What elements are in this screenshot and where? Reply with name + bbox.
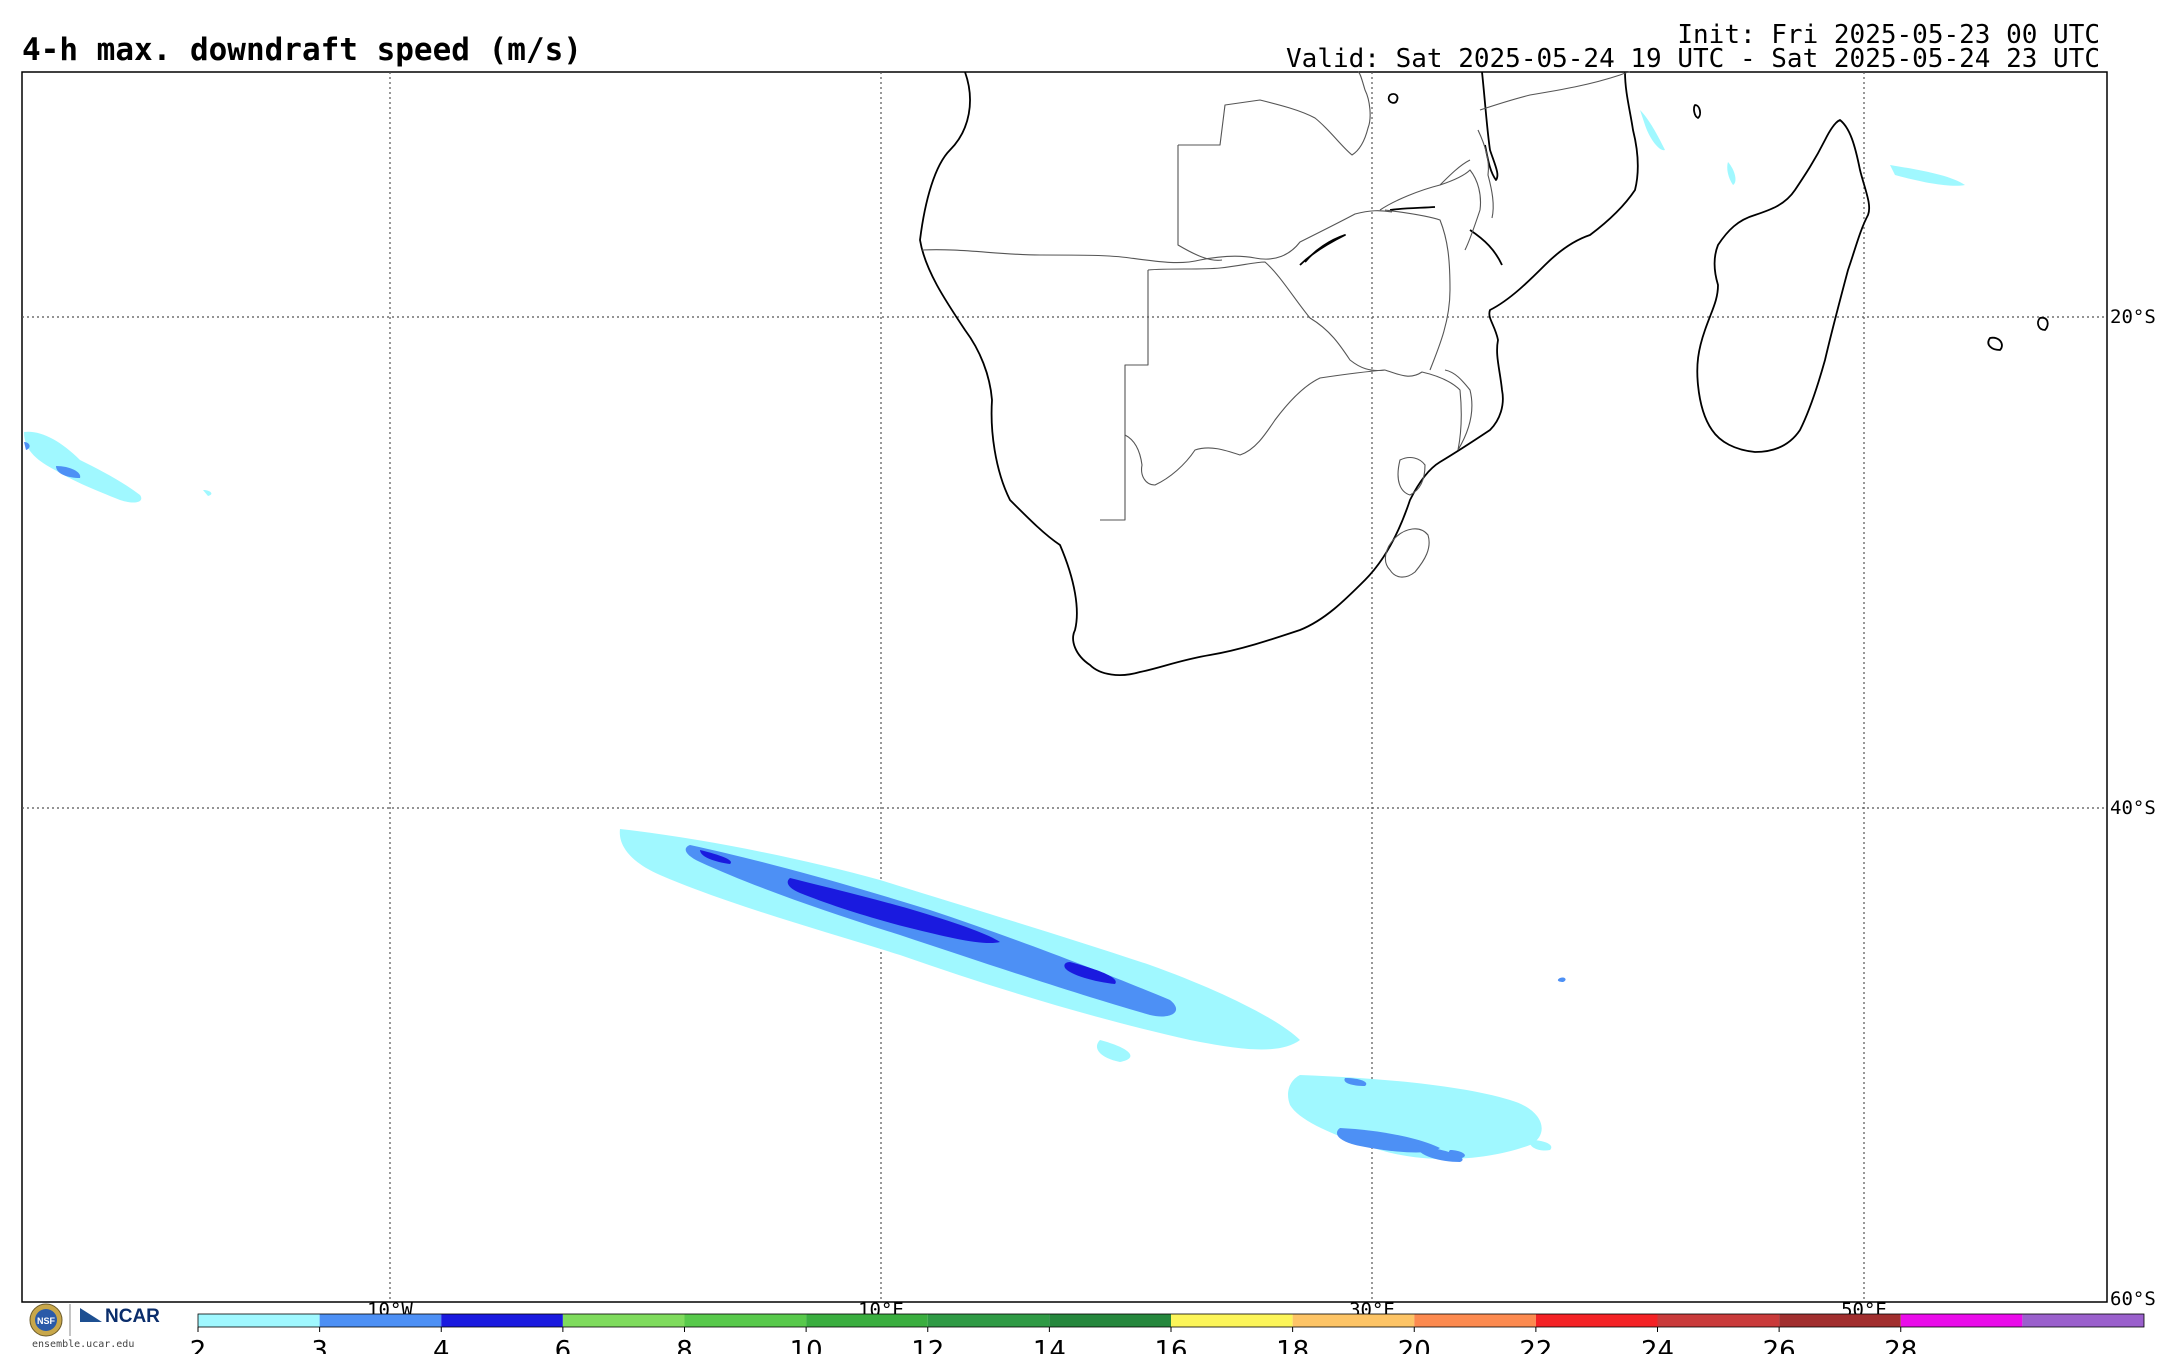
nsf-seal-text: NSF — [37, 1316, 56, 1326]
colorbar-tick-label: 16 — [1154, 1336, 1187, 1354]
border-angola-zambia — [1177, 145, 1223, 261]
colorbar-segment — [441, 1314, 563, 1327]
colorbar-segment — [1657, 1314, 1780, 1327]
colorbar-segment — [2022, 1314, 2145, 1327]
lake-cahora — [1389, 206, 1436, 211]
zambezi-mouth — [1469, 229, 1503, 266]
colorbar-segment — [319, 1314, 442, 1327]
ncar-mark-icon — [80, 1308, 102, 1322]
colorbar-tick-label: 8 — [676, 1336, 693, 1354]
colorbar-tick-label: 18 — [1276, 1336, 1309, 1354]
colorbar-segment — [198, 1314, 320, 1327]
colorbar-tick-label: 28 — [1884, 1336, 1917, 1354]
africa-coastline — [919, 71, 1639, 676]
shade-ne-fleck-c — [1890, 165, 1965, 186]
lat-label-40s: 40°S — [2110, 797, 2156, 819]
plot-frame — [21, 71, 2108, 1303]
border-south-africa-north — [1124, 369, 1386, 486]
lat-label-60s: 60°S — [2110, 1288, 2156, 1310]
border-namibia-botswana — [1100, 270, 1149, 521]
colorbar-segment — [1414, 1314, 1536, 1327]
colorbar-segment — [1171, 1314, 1293, 1327]
nsf-ncar-logo: NSF — [29, 1303, 102, 1337]
lesotho-border — [1384, 528, 1430, 578]
border-malawi-south — [1439, 159, 1471, 186]
country-borders — [921, 71, 1631, 578]
reunion-island — [2037, 316, 2049, 331]
shade-level-3-fleck — [1448, 1150, 1465, 1158]
colorbar-tick-label: 4 — [433, 1336, 450, 1354]
colorbar-segment — [1292, 1314, 1415, 1327]
valid-time: Valid: Sat 2025-05-24 19 UTC - Sat 2025-… — [1286, 44, 2100, 74]
shade-west-fleck — [203, 490, 212, 496]
colorbar-tick-label: 26 — [1763, 1336, 1796, 1354]
colorbar: 2 3 4 6 8 10 12 14 16 18 20 22 24 26 28 — [190, 1313, 2145, 1354]
lat-label-20s: 20°S — [2110, 306, 2156, 328]
shade-west-level-3-b — [24, 442, 30, 450]
colorbar-segment — [806, 1314, 928, 1327]
lake-fleck — [1387, 93, 1399, 104]
colorbar-tick-label: 22 — [1519, 1336, 1552, 1354]
shade-level-2-fleck-b — [1096, 1040, 1131, 1062]
ncar-wordmark: NCAR — [105, 1306, 160, 1327]
map-title: 4-h max. downdraft speed (m/s) — [22, 32, 582, 68]
colorbar-tick-label: 24 — [1641, 1336, 1674, 1354]
colorbar-segment — [684, 1314, 807, 1327]
shade-level-4-core-c — [700, 850, 731, 864]
shade-level-3-tail-c — [1344, 1078, 1367, 1086]
colorbar-tick-label: 2 — [190, 1336, 207, 1354]
init-time: Init: Fri 2025-05-23 00 UTC — [1677, 20, 2100, 50]
lake-malawi-outline — [1481, 71, 1499, 181]
colorbar-segment — [1049, 1314, 1172, 1327]
border-mozambique-sa — [1444, 369, 1473, 451]
mauritius-island — [1987, 336, 2003, 351]
colorbar-segment — [1900, 1314, 2023, 1327]
colorbar-segment — [1535, 1314, 1658, 1327]
eswatini-border — [1397, 456, 1426, 496]
logo-url: ensemble.ucar.edu — [32, 1339, 135, 1350]
border-botswana-north — [1147, 261, 1386, 372]
madagascar-coastline — [1696, 119, 1871, 453]
lake-kariba — [1299, 234, 1346, 266]
shade-level-2-fleck — [1529, 1140, 1552, 1151]
shade-level-3-tail-a — [1336, 1128, 1440, 1153]
border-angola-namibia — [921, 249, 1256, 264]
shade-level-4-core-b — [1064, 962, 1116, 984]
shade-west-level-2 — [24, 431, 142, 503]
shade-level-3-tail-b — [1415, 1145, 1463, 1162]
colorbar-tick-label: 3 — [311, 1336, 328, 1354]
comoros-island — [1693, 104, 1702, 119]
colorbar-segment — [1779, 1314, 1901, 1327]
colorbar-tick-label: 10 — [790, 1336, 823, 1354]
border-malawi-east — [1477, 129, 1494, 219]
shade-level-4-core — [787, 878, 1000, 944]
downdraft-shading — [24, 110, 1965, 1162]
colorbar-tick-label: 6 — [555, 1336, 572, 1354]
colorbar-segment — [562, 1314, 685, 1327]
border-mozambique-malawi — [1379, 169, 1482, 251]
colorbar-tick-label: 14 — [1033, 1336, 1066, 1354]
border-zimbabwe-south — [1384, 369, 1462, 451]
shade-west-level-3 — [56, 466, 81, 478]
nsf-globe-icon — [35, 1309, 57, 1331]
colorbar-tick-label: 20 — [1398, 1336, 1431, 1354]
shade-ne-fleck-b — [1727, 162, 1736, 185]
border-zambia-drc — [1178, 71, 1371, 156]
border-zambia-zimbabwe — [1254, 210, 1393, 260]
coastlines — [919, 71, 2049, 676]
border-zimbabwe-mozambique — [1384, 209, 1451, 371]
colorbar-segment — [927, 1314, 1050, 1327]
border-tanzania-mozambique — [1479, 71, 1631, 111]
shade-ne-fleck-a — [1640, 110, 1665, 151]
shade-level-3-isolated — [1557, 977, 1566, 982]
colorbar-tick-label: 12 — [911, 1336, 944, 1354]
